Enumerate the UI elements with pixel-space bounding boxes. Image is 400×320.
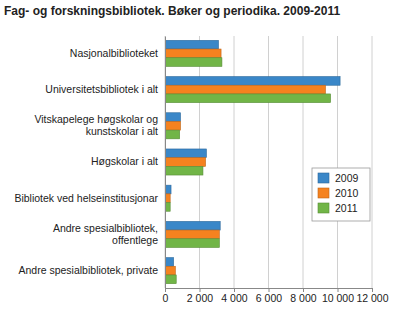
bars: [165, 40, 340, 283]
category-label: Andre spesialbibliotek,offentlege: [53, 222, 158, 246]
legend-swatch: [318, 173, 329, 183]
tick: 8 000: [290, 288, 316, 304]
bar: [165, 221, 220, 230]
legend-swatch: [318, 188, 329, 198]
category-label: Universitetsbibliotek i alt: [45, 83, 158, 95]
tick: Bibliotek ved helseinstitusjonar: [14, 192, 165, 204]
tick: 6 000: [256, 288, 282, 304]
grid-line: [303, 36, 304, 288]
bar: [165, 49, 221, 58]
grid-line: [337, 36, 338, 288]
bar: [165, 130, 180, 139]
tick-label: 8 000: [290, 292, 316, 304]
tick-label: 6 000: [256, 292, 282, 304]
legend: 2009 2010 2011: [312, 168, 370, 221]
tick-mark: [200, 288, 201, 292]
legend-label: 2009: [335, 172, 359, 184]
tick: Andre spesialbibliotek,offentlege: [53, 222, 165, 246]
category-label: Bibliotek ved helseinstitusjonar: [14, 192, 158, 204]
category-label-line: offentlege: [112, 234, 158, 246]
bar: [165, 121, 181, 130]
category-label-line: Bibliotek ved helseinstitusjonar: [14, 192, 158, 204]
category-label-line: Universitetsbibliotek i alt: [45, 83, 158, 95]
chart: Fag- og forskningsbibliotek. Bøker og pe…: [0, 0, 400, 320]
tick: 0: [163, 288, 169, 304]
grid-line: [268, 36, 269, 288]
tick-label: 10 000: [322, 292, 354, 304]
tick-label: 12 000: [356, 292, 388, 304]
tick: Andre spesialbibliotek, private: [19, 264, 166, 276]
tick-mark: [338, 288, 339, 292]
category-label-line: Vitskapelege høgskolar og: [34, 113, 158, 125]
bar: [165, 275, 176, 284]
grid-line: [165, 36, 166, 288]
y-axis: Nasjonalbiblioteket Universitetsbibliotek…: [14, 37, 165, 289]
bar: [165, 266, 175, 275]
bar: [165, 85, 325, 94]
title: Fag- og forskningsbibliotek. Bøker og pe…: [4, 4, 340, 18]
legend-swatch: [318, 203, 329, 213]
grid-line: [372, 36, 373, 288]
bar: [165, 40, 218, 49]
legend-item: 2011: [318, 202, 358, 214]
tick: Høgskolar i alt: [91, 155, 165, 167]
x-axis: 0 2 000 4 000 6 000 8 000 10 00012 000: [163, 288, 389, 304]
bar: [165, 149, 206, 158]
legend-label: 2011: [335, 202, 358, 214]
category-label-line: Nasjonalbiblioteket: [70, 47, 158, 59]
series: [165, 40, 340, 266]
legend-label: 2010: [335, 187, 359, 199]
tick: 10 000: [322, 288, 354, 304]
tick: 12 000: [356, 288, 388, 304]
tick: 2 000: [187, 288, 213, 304]
bar: [165, 239, 219, 248]
category-label-line: Høgskolar i alt: [91, 155, 158, 167]
category-label: Høgskolar i alt: [91, 155, 158, 167]
category-label: Vitskapelege høgskolar ogkunstskolar i a…: [34, 113, 158, 137]
tick: Nasjonalbiblioteket: [70, 47, 165, 59]
tick-mark: [234, 288, 235, 292]
category-label: Andre spesialbibliotek, private: [19, 264, 159, 276]
tick-mark: [372, 288, 373, 292]
bar: [165, 258, 174, 267]
tick-mark: [303, 288, 304, 292]
tick-label: 2 000: [187, 292, 213, 304]
tick-mark: [165, 288, 166, 292]
plot: 0 2 000 4 000 6 000 8 000 10 00012 000 Nasjona…: [14, 36, 388, 304]
legend-item: 2009: [318, 172, 359, 184]
category-label-line: kunstskolar i alt: [86, 125, 158, 137]
grid-line: [234, 36, 235, 288]
tick-label: 0: [163, 292, 169, 304]
legend-box: [312, 168, 370, 221]
category-label: Nasjonalbiblioteket: [70, 47, 158, 59]
bar: [165, 77, 340, 86]
grid: [165, 36, 372, 288]
tick: Vitskapelege høgskolar ogkunstskolar i a…: [34, 113, 165, 137]
bar: [165, 58, 222, 67]
bar: [165, 166, 203, 175]
bar: [165, 94, 331, 103]
series: [165, 58, 331, 284]
tick-mark: [269, 288, 270, 292]
legend-item: 2010: [318, 187, 359, 199]
tick: Universitetsbibliotek i alt: [45, 83, 165, 95]
category-label-line: Andre spesialbibliotek, private: [19, 264, 159, 276]
tick: 4 000: [221, 288, 247, 304]
bar: [165, 158, 206, 167]
bar: [165, 230, 219, 239]
series: [165, 49, 325, 275]
category-label-line: Andre spesialbibliotek,: [53, 222, 158, 234]
tick-label: 4 000: [221, 292, 247, 304]
axis-line: [165, 37, 166, 289]
bar: [165, 113, 181, 122]
